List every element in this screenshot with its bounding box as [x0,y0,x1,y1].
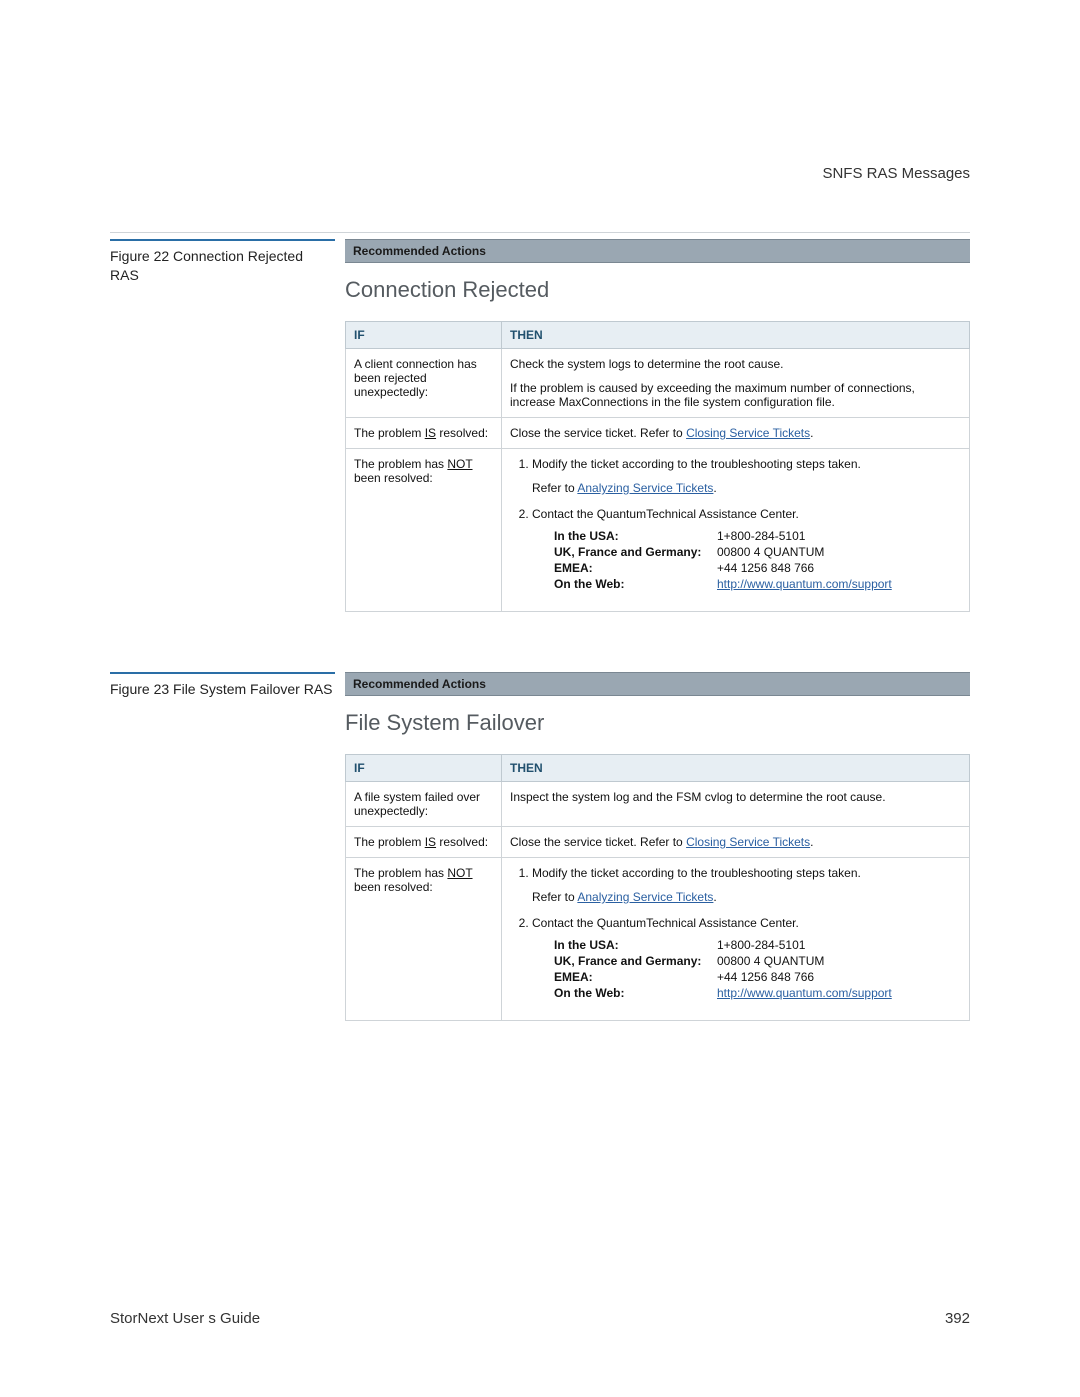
table-header-row: IF THEN [346,322,970,349]
step-1: Modify the ticket according to the troub… [532,866,961,904]
then-cell: Modify the ticket according to the troub… [502,449,970,612]
table-row: A file system failed over unexpectedly: … [346,782,970,827]
if-then-table-file-system-failover: IF THEN A file system failed over unexpe… [345,754,970,1021]
then-text-line: If the problem is caused by exceeding th… [510,381,961,409]
table-row: The problem has NOT been resolved: Modif… [346,449,970,612]
page-footer: StorNext User s Guide 392 [110,1310,970,1327]
th-then: THEN [502,755,970,782]
table-row: A client connection has been rejected un… [346,349,970,418]
figure-22-left: Figure 22 Connection Rejected RAS [110,239,345,285]
closing-service-tickets-link[interactable]: Closing Service Tickets [686,835,810,849]
underline-not: NOT [447,866,472,880]
support-url-link[interactable]: http://www.quantum.com/support [717,986,892,1000]
then-cell: Check the system logs to determine the r… [502,349,970,418]
analyzing-service-tickets-link[interactable]: Analyzing Service Tickets [577,890,713,904]
contact-usa-value: 1+800-284-5101 [717,529,961,543]
figure-23-left: Figure 23 File System Failover RAS [110,672,345,699]
figure-22-section: Figure 22 Connection Rejected RAS Recomm… [110,239,970,612]
if-cell: The problem has NOT been resolved: [346,449,502,612]
contact-usa-value: 1+800-284-5101 [717,938,961,952]
contact-ukfg-value: 00800 4 QUANTUM [717,545,961,559]
contact-ukfg-value: 00800 4 QUANTUM [717,954,961,968]
then-cell: Close the service ticket. Refer to Closi… [502,827,970,858]
figure-23-panel: Recommended Actions File System Failover… [345,672,970,1021]
table-row: The problem IS resolved: Close the servi… [346,418,970,449]
if-cell: A file system failed over unexpectedly: [346,782,502,827]
footer-left: StorNext User s Guide [110,1310,260,1327]
panel-title-connection-rejected: Connection Rejected [345,277,970,303]
contact-ukfg-label: UK, France and Germany: [554,545,709,559]
figure-23-section: Figure 23 File System Failover RAS Recom… [110,672,970,1021]
contact-web-label: On the Web: [554,577,709,591]
document-page: SNFS RAS Messages Figure 22 Connection R… [0,0,1080,1397]
if-cell: The problem IS resolved: [346,418,502,449]
contact-web-label: On the Web: [554,986,709,1000]
if-cell: The problem IS resolved: [346,827,502,858]
figure-23-caption: Figure 23 File System Failover RAS [110,680,335,699]
recommended-actions-bar: Recommended Actions [345,239,970,263]
th-if: IF [346,755,502,782]
contact-grid: In the USA: 1+800-284-5101 UK, France an… [532,938,961,1000]
page-header-right: SNFS RAS Messages [110,165,970,182]
contact-ukfg-label: UK, France and Germany: [554,954,709,968]
contact-emea-label: EMEA: [554,970,709,984]
table-row: The problem IS resolved: Close the servi… [346,827,970,858]
underline-is: IS [425,426,436,440]
if-then-table-connection-rejected: IF THEN A client connection has been rej… [345,321,970,612]
footer-right: 392 [945,1310,970,1327]
contact-emea-value: +44 1256 848 766 [717,561,961,575]
figure-23-rule [110,672,335,674]
then-cell: Modify the ticket according to the troub… [502,858,970,1021]
step-2: Contact the QuantumTechnical Assistance … [532,507,961,591]
contact-usa-label: In the USA: [554,529,709,543]
then-text-line: Check the system logs to determine the r… [510,357,961,371]
underline-not: NOT [447,457,472,471]
figure-22-rule [110,239,335,241]
step-1: Modify the ticket according to the troub… [532,457,961,495]
figure-22-panel: Recommended Actions Connection Rejected … [345,239,970,612]
if-cell: A client connection has been rejected un… [346,349,502,418]
closing-service-tickets-link[interactable]: Closing Service Tickets [686,426,810,440]
th-if: IF [346,322,502,349]
table-row: The problem has NOT been resolved: Modif… [346,858,970,1021]
step-2: Contact the QuantumTechnical Assistance … [532,916,961,1000]
troubleshoot-steps: Modify the ticket according to the troub… [510,457,961,591]
contact-emea-value: +44 1256 848 766 [717,970,961,984]
analyzing-service-tickets-link[interactable]: Analyzing Service Tickets [577,481,713,495]
contact-emea-label: EMEA: [554,561,709,575]
header-rule [110,232,970,233]
figure-22-caption: Figure 22 Connection Rejected RAS [110,247,335,285]
contact-usa-label: In the USA: [554,938,709,952]
then-cell: Close the service ticket. Refer to Closi… [502,418,970,449]
contact-grid: In the USA: 1+800-284-5101 UK, France an… [532,529,961,591]
if-cell: The problem has NOT been resolved: [346,858,502,1021]
panel-title-file-system-failover: File System Failover [345,710,970,736]
then-cell: Inspect the system log and the FSM cvlog… [502,782,970,827]
underline-is: IS [425,835,436,849]
troubleshoot-steps: Modify the ticket according to the troub… [510,866,961,1000]
th-then: THEN [502,322,970,349]
table-header-row: IF THEN [346,755,970,782]
recommended-actions-bar: Recommended Actions [345,672,970,696]
support-url-link[interactable]: http://www.quantum.com/support [717,577,892,591]
